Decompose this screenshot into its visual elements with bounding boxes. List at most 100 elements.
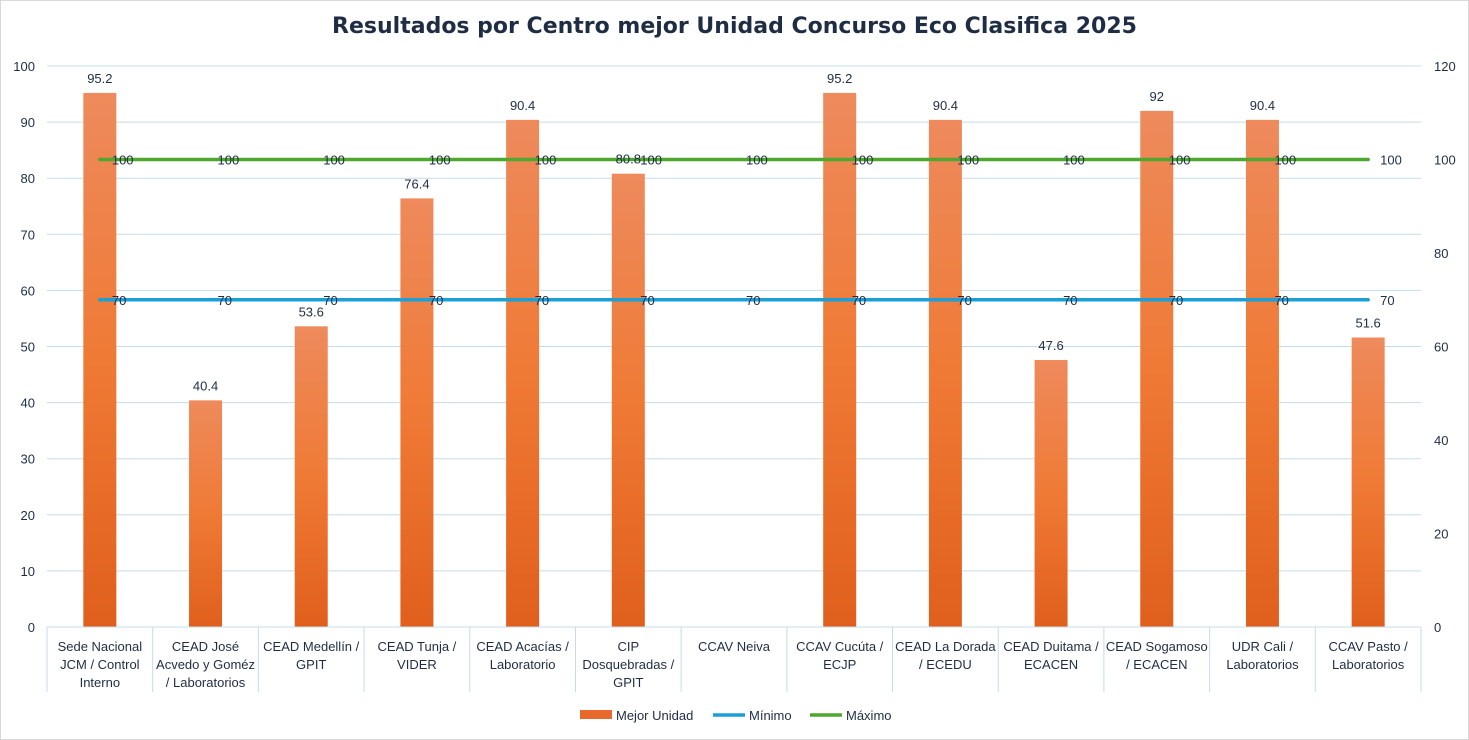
line-data-label: 70 xyxy=(1063,293,1077,308)
x-category-label: ECJP xyxy=(823,657,856,672)
bar-data-label: 53.6 xyxy=(299,304,324,319)
bar-data-label: 95.2 xyxy=(827,71,852,86)
x-category-label: GPIT xyxy=(296,657,326,672)
x-category-label: / ECACEN xyxy=(1126,657,1187,672)
bar-data-label: 90.4 xyxy=(1250,98,1275,113)
y-left-tick-label: 10 xyxy=(21,564,35,579)
line-data-label: 100 xyxy=(852,153,874,168)
bar xyxy=(823,92,857,628)
y-right-tick-label: 40 xyxy=(1434,433,1448,448)
y-left-tick-label: 70 xyxy=(21,227,35,242)
line-data-label: 100 xyxy=(1274,153,1296,168)
x-category-label: Acvedo y Goméz xyxy=(156,657,255,672)
x-category-label: Interno xyxy=(80,675,120,690)
y-right-tick-label: 0 xyxy=(1434,620,1441,635)
line-data-label: 100 xyxy=(1169,153,1191,168)
line-data-label: 70 xyxy=(112,293,126,308)
line-data-label: 70 xyxy=(218,293,232,308)
legend-swatch-mejor-unidad xyxy=(580,710,612,719)
bar xyxy=(83,92,117,628)
bar xyxy=(400,198,434,627)
line-data-label: 100 xyxy=(218,153,240,168)
x-category-label: CEAD Duitama / xyxy=(1003,639,1099,654)
line-data-label: 100 xyxy=(640,153,662,168)
legend-label: Máximo xyxy=(846,708,892,723)
legend-label: Mejor Unidad xyxy=(616,708,693,723)
bar xyxy=(1245,119,1279,627)
bar xyxy=(294,326,328,627)
y-right-tick-label: 60 xyxy=(1434,340,1448,355)
line-data-label: 70 xyxy=(957,293,971,308)
line-data-label: 100 xyxy=(1063,153,1085,168)
y-right-tick-label: 100 xyxy=(1434,153,1456,168)
x-category-label: UDR Cali / xyxy=(1232,639,1294,654)
y-left-tick-label: 60 xyxy=(21,283,35,298)
bar-data-label: 90.4 xyxy=(510,98,535,113)
line-data-label: 70 xyxy=(1380,293,1394,308)
x-category-label: JCM / Control xyxy=(60,657,140,672)
bar-data-label: 95.2 xyxy=(87,71,112,86)
bar xyxy=(506,119,540,627)
x-category-label: Sede Nacional xyxy=(58,639,143,654)
x-category-label: CEAD Sogamoso xyxy=(1106,639,1208,654)
x-category-label: CEAD Acacías / xyxy=(476,639,569,654)
y-right-tick-label: 20 xyxy=(1434,527,1448,542)
bar xyxy=(611,173,645,627)
bar xyxy=(928,119,962,627)
x-category-label: CEAD José xyxy=(172,639,239,654)
data-labels: 95.2 40.4 53.6 76.4 90.4 80.8 95.2 90.4 47.6 92 90… xyxy=(87,71,1402,393)
y-left-tick-label: 30 xyxy=(21,452,35,467)
bar xyxy=(1140,110,1174,627)
bar-data-label: 92 xyxy=(1150,89,1164,104)
chart-title: Resultados por Centro mejor Unidad Concu… xyxy=(332,14,1137,39)
line-data-label: 100 xyxy=(112,153,134,168)
line-data-label: 100 xyxy=(957,153,979,168)
line-data-label: 70 xyxy=(535,293,549,308)
x-category-label: CCAV Neiva xyxy=(698,639,771,654)
y-left-tick-label: 20 xyxy=(21,508,35,523)
line-data-label: 70 xyxy=(746,293,760,308)
legend-label: Mínimo xyxy=(749,708,792,723)
x-category-label: Dosquebradas / xyxy=(582,657,674,672)
y-left-tick-label: 0 xyxy=(28,620,35,635)
line-data-label: 70 xyxy=(1274,293,1288,308)
x-category-label: CIP xyxy=(617,639,639,654)
bar xyxy=(1351,337,1385,627)
x-category-label: / Laboratorios xyxy=(166,675,246,690)
bar-data-label: 76.4 xyxy=(404,176,429,191)
bar xyxy=(1034,359,1068,627)
x-category-label: VIDER xyxy=(397,657,437,672)
line-data-label: 100 xyxy=(535,153,557,168)
y-right-tick-label: 80 xyxy=(1434,246,1448,261)
y-left-tick-label: 40 xyxy=(21,396,35,411)
x-category-label: CEAD Tunja / xyxy=(378,639,457,654)
bar-series-mejor-unidad xyxy=(83,92,1385,628)
line-data-label: 70 xyxy=(429,293,443,308)
y-left-tick-label: 90 xyxy=(21,115,35,130)
x-category-label: CEAD Medellín / xyxy=(263,639,359,654)
line-data-label: 70 xyxy=(640,293,654,308)
line-data-label: 100 xyxy=(429,153,451,168)
gridlines xyxy=(47,65,1421,572)
x-category-label: Laboratorios xyxy=(1332,657,1405,672)
x-category-label: ECACEN xyxy=(1024,657,1078,672)
x-category-label: CEAD La Dorada xyxy=(895,639,996,654)
x-category-label: Laboratorios xyxy=(1226,657,1299,672)
x-category-label: Laboratorio xyxy=(490,657,556,672)
axes: 0 10 20 30 40 50 60 70 80 90 100 0 20 40 60 80 100 120 Sed… xyxy=(13,59,1456,692)
x-category-label: / ECEDU xyxy=(919,657,972,672)
bar-data-label: 90.4 xyxy=(933,98,958,113)
bar-data-label: 47.6 xyxy=(1038,338,1063,353)
bar-data-label: 51.6 xyxy=(1355,316,1380,331)
y-left-tick-label: 50 xyxy=(21,340,35,355)
y-left-tick-label: 100 xyxy=(13,59,35,74)
line-data-label: 100 xyxy=(1380,153,1402,168)
x-category-label: CCAV Cucúta / xyxy=(796,639,884,654)
line-data-label: 100 xyxy=(746,153,768,168)
line-data-label: 70 xyxy=(1169,293,1183,308)
line-data-label: 100 xyxy=(323,153,345,168)
y-left-tick-label: 80 xyxy=(21,171,35,186)
x-category-label: GPIT xyxy=(613,675,643,690)
